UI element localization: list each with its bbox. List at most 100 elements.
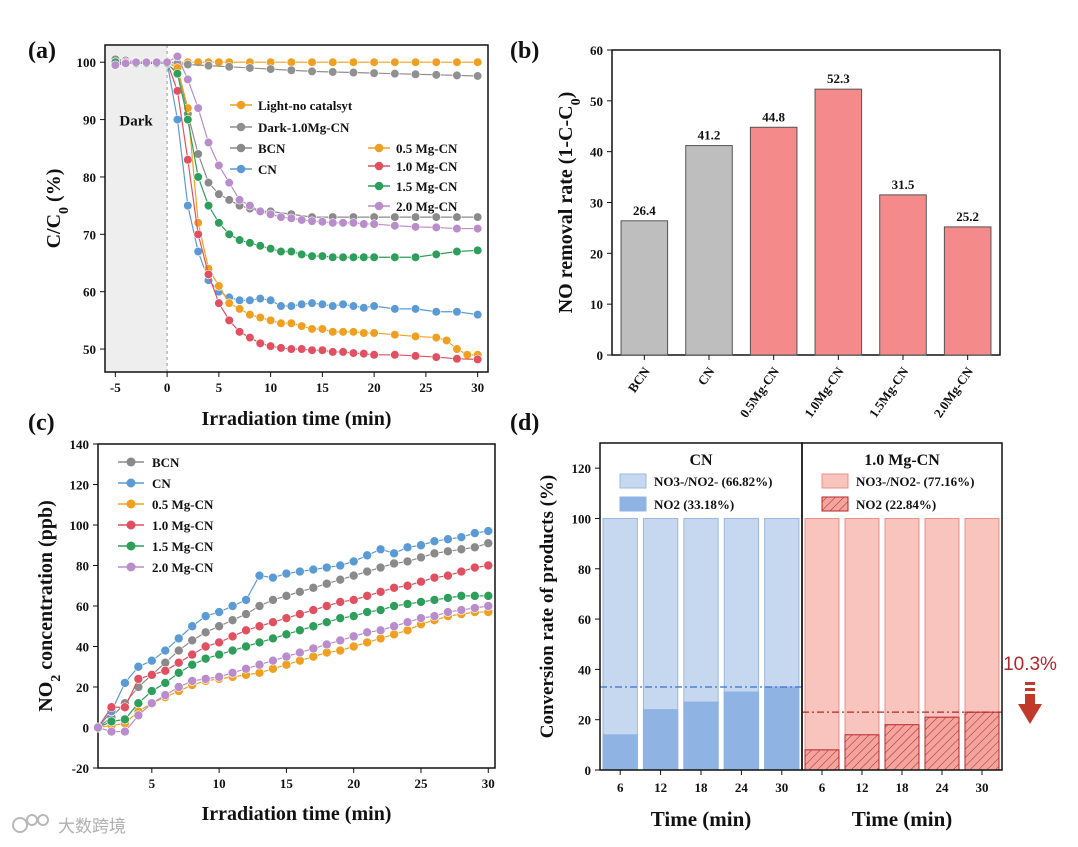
x-tick-label: 0.5Mg-CN bbox=[736, 364, 782, 421]
bar-value-label: 31.5 bbox=[892, 177, 915, 192]
data-point bbox=[456, 605, 467, 615]
legend-marker bbox=[126, 457, 136, 467]
data-point bbox=[335, 597, 346, 607]
bar-no2 bbox=[642, 709, 679, 771]
series-1-0-mg-cn bbox=[93, 560, 494, 733]
data-point bbox=[266, 315, 276, 325]
data-point bbox=[245, 310, 255, 320]
y-axis-title: C/C0 (%) bbox=[43, 169, 72, 249]
plot-frame bbox=[97, 443, 496, 769]
panel-a: Dark -5 0 5 10 15 20 25 30 50 60 70 80 90 100 Irradiati… bbox=[43, 44, 489, 430]
data-point bbox=[452, 354, 462, 364]
data-point bbox=[203, 178, 214, 188]
data-point bbox=[317, 217, 327, 227]
data-point bbox=[227, 631, 238, 642]
data-point bbox=[203, 137, 214, 148]
y-tick-label: 0 bbox=[83, 721, 90, 736]
data-point bbox=[193, 172, 203, 182]
data-point bbox=[224, 178, 234, 188]
data-point bbox=[456, 544, 467, 555]
data-point bbox=[335, 574, 346, 585]
data-point bbox=[295, 587, 305, 597]
data-point bbox=[224, 195, 234, 205]
data-point bbox=[266, 64, 276, 74]
y-axis-title: Conversion rate of products (%) bbox=[537, 475, 558, 739]
data-point bbox=[328, 67, 338, 77]
data-point bbox=[389, 548, 399, 559]
data-point bbox=[429, 611, 440, 621]
data-point bbox=[234, 195, 245, 205]
y-tick-label: 120 bbox=[70, 478, 90, 493]
panel-label-c: (c) bbox=[28, 410, 55, 436]
data-point bbox=[187, 676, 198, 686]
data-point bbox=[483, 601, 494, 611]
data-point bbox=[214, 298, 224, 308]
bar-value-label: 52.3 bbox=[827, 71, 850, 86]
data-point bbox=[254, 601, 265, 611]
watermark-text: 大数跨境 bbox=[58, 817, 126, 837]
data-point bbox=[431, 212, 441, 222]
x-tick-label: 5 bbox=[216, 380, 223, 395]
data-point bbox=[214, 281, 224, 291]
y-tick-label: 80 bbox=[83, 170, 96, 185]
data-point bbox=[321, 578, 332, 589]
data-point bbox=[390, 69, 400, 79]
data-point bbox=[227, 615, 238, 625]
data-point bbox=[295, 609, 305, 619]
data-point bbox=[431, 222, 441, 233]
bar-no2 bbox=[804, 749, 840, 771]
data-point bbox=[276, 212, 286, 222]
bar-total bbox=[804, 517, 840, 771]
data-point bbox=[297, 321, 307, 331]
data-point bbox=[431, 307, 441, 317]
data-point bbox=[452, 344, 462, 354]
data-point bbox=[362, 550, 372, 561]
data-point bbox=[307, 216, 317, 226]
data-point bbox=[227, 645, 238, 656]
data-point bbox=[245, 332, 255, 343]
legend: Light-no catalsyt Dark-1.0Mg-CN BCN CN 0.5 M… bbox=[230, 98, 458, 214]
x-tick-label: 30 bbox=[471, 380, 484, 395]
bar-value-label: 44.8 bbox=[762, 109, 785, 124]
data-point bbox=[183, 114, 193, 125]
data-point bbox=[241, 625, 251, 636]
data-point bbox=[390, 330, 400, 340]
data-point bbox=[203, 201, 214, 211]
data-point bbox=[193, 218, 203, 228]
data-point bbox=[335, 635, 346, 646]
y-tick-label: 80 bbox=[76, 559, 89, 574]
data-point bbox=[369, 301, 379, 311]
x-tick-label: 10 bbox=[264, 380, 277, 395]
data-point bbox=[224, 229, 234, 239]
data-point bbox=[369, 68, 379, 78]
dark-region bbox=[105, 45, 168, 372]
data-point bbox=[173, 657, 184, 668]
data-point bbox=[266, 341, 276, 351]
data-point bbox=[390, 304, 400, 314]
legend-marker bbox=[374, 161, 384, 171]
data-point bbox=[359, 328, 369, 338]
data-point bbox=[348, 301, 359, 311]
data-point bbox=[172, 51, 183, 62]
data-point bbox=[443, 534, 453, 544]
legend-label: BCN bbox=[258, 141, 286, 156]
bar-no2 bbox=[844, 734, 880, 771]
data-point bbox=[375, 633, 386, 644]
series-bcn bbox=[93, 538, 494, 733]
panel-b: 0 10 20 30 40 50 60 NO removal rate (1-C-C0) 26.… bbox=[555, 43, 1001, 421]
data-point bbox=[328, 57, 338, 67]
data-point bbox=[410, 304, 421, 314]
x-tick-label: 30 bbox=[976, 780, 989, 795]
data-point bbox=[286, 246, 296, 257]
legend-label-no2: NO2 (33.18%) bbox=[654, 497, 734, 512]
data-point bbox=[133, 674, 144, 684]
bar-value-label: 25.2 bbox=[956, 209, 979, 224]
legend-label: CN bbox=[258, 162, 277, 177]
data-point bbox=[375, 625, 386, 636]
bar-value-label: 26.4 bbox=[633, 203, 656, 218]
legend-label-total: NO3-/NO2- (77.16%) bbox=[856, 474, 974, 489]
x-tick-label: CN bbox=[694, 364, 717, 388]
y-tick-label: 140 bbox=[70, 437, 90, 452]
y-tick-label: 100 bbox=[70, 518, 90, 533]
data-point bbox=[234, 295, 245, 305]
